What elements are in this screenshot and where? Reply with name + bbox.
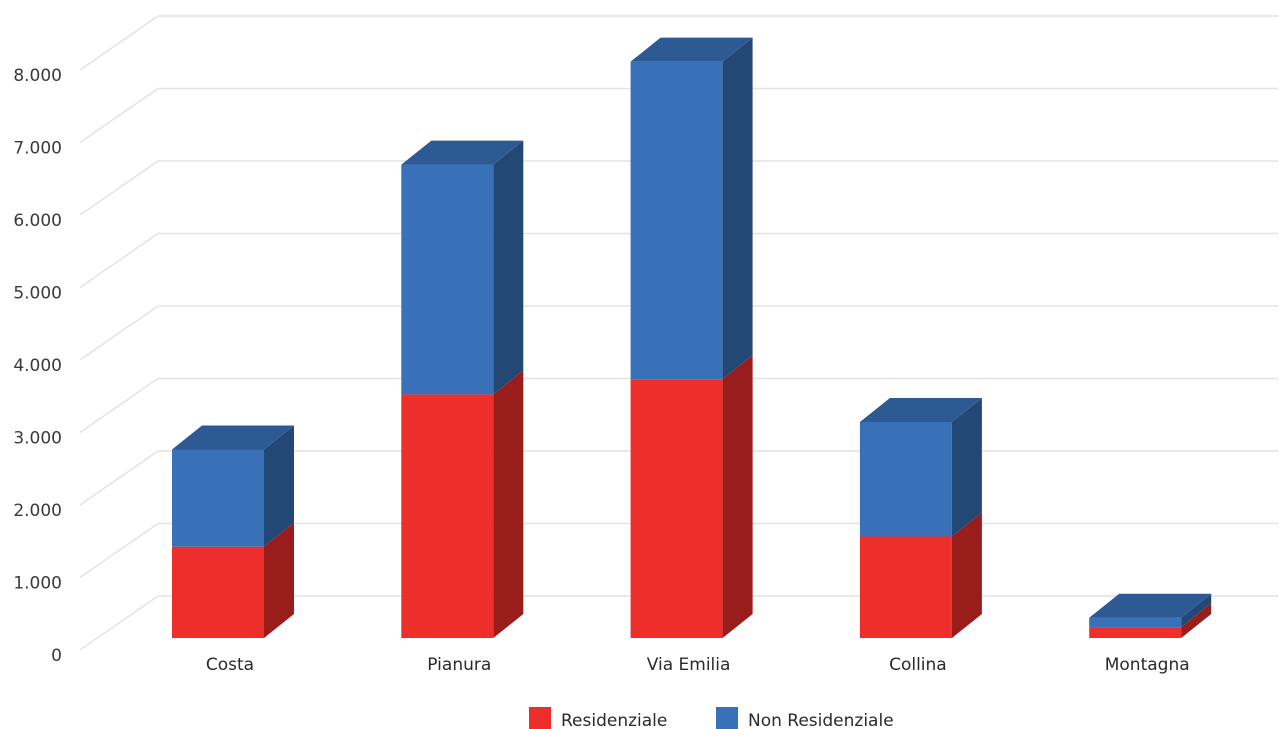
bar-side [951, 397, 982, 537]
bar-side [264, 522, 294, 638]
legend-item: Non Residenziale [716, 707, 894, 729]
bar-segment [172, 425, 294, 547]
grid-diagonal [79, 160, 159, 216]
x-category-label: Collina [889, 655, 947, 675]
y-tick-label: 7.000 [13, 139, 62, 159]
grid-diagonal [79, 595, 159, 651]
bar-segment [401, 140, 524, 395]
grid-diagonal [79, 450, 159, 506]
x-category-label: Costa [206, 655, 254, 675]
bar-segment [1089, 603, 1212, 638]
bar-side [1181, 593, 1212, 628]
bar-segment [401, 370, 524, 638]
x-category-label: Montagna [1105, 655, 1190, 675]
legend-label: Non Residenziale [748, 711, 894, 729]
bar-front [172, 546, 264, 638]
bar-top [172, 425, 294, 450]
y-tick-label: 4.000 [13, 356, 62, 376]
bar-side [493, 370, 524, 638]
x-axis-labels: Costa Pianura Via Emilia Collina Montagna [206, 655, 1190, 675]
bar-top [859, 397, 982, 422]
y-axis-ticks: 0 1.000 2.000 3.000 4.000 5.000 6.000 7.000 8.00… [13, 66, 62, 666]
bar-side [264, 425, 294, 547]
y-tick-label: 5.000 [13, 284, 62, 304]
bar-top [630, 37, 753, 62]
x-category-label: Via Emilia [647, 655, 731, 675]
legend-swatch [716, 707, 738, 729]
y-tick-label: 0 [51, 646, 62, 666]
bar-side [722, 355, 753, 638]
bar-side [1181, 603, 1212, 638]
x-category-label: Pianura [427, 655, 491, 675]
bar-top [401, 140, 524, 165]
legend-label: Residenziale [561, 711, 667, 729]
bar-side [951, 512, 982, 638]
bar-segment [1089, 593, 1212, 628]
grid-diagonal [79, 522, 159, 579]
bar-front [630, 379, 723, 638]
legend-swatch [529, 707, 551, 729]
bar-segment [859, 512, 982, 638]
bar-segment [172, 522, 294, 638]
bar-front [630, 61, 723, 380]
bar-side [493, 140, 524, 395]
bar-front [172, 449, 264, 547]
bar-front [401, 164, 494, 395]
legend: Residenziale Non Residenziale [529, 707, 894, 729]
grid-diagonal [79, 305, 159, 361]
bar-segment [630, 355, 753, 638]
y-tick-label: 6.000 [13, 211, 62, 231]
bar-top [1089, 593, 1212, 618]
y-tick-label: 2.000 [13, 501, 62, 521]
y-tick-label: 8.000 [13, 66, 62, 86]
y-tick-label: 1.000 [13, 574, 62, 594]
bars [172, 37, 1212, 638]
bar-side [722, 37, 753, 380]
bar-segment [859, 397, 982, 537]
grid-diagonal [79, 87, 159, 144]
bar-front [859, 421, 952, 537]
grid-diagonal [79, 232, 159, 289]
bar-front [859, 536, 952, 638]
bar-segment [630, 37, 753, 380]
y-tick-label: 3.000 [13, 429, 62, 449]
bar-front [1089, 617, 1182, 628]
grid-diagonal [79, 15, 159, 71]
bar-front [401, 394, 494, 638]
grid-diagonal [79, 377, 159, 434]
legend-item: Residenziale [529, 707, 667, 729]
bar-front [1089, 627, 1182, 638]
